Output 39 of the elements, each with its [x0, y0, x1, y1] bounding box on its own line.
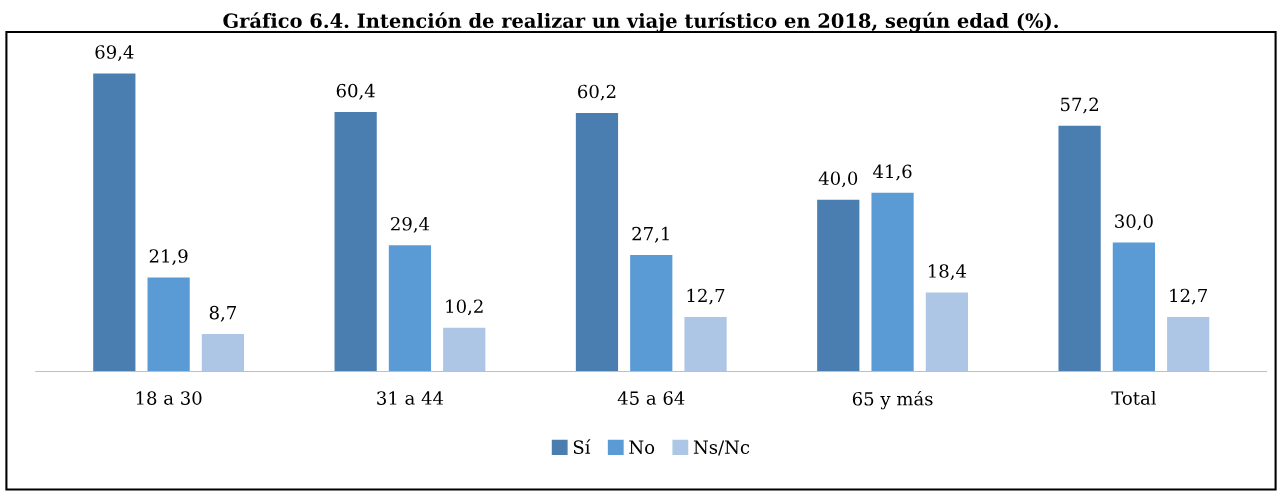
bar [925, 292, 968, 372]
data-label: 69,4 [95, 45, 134, 62]
x-tick-label: 31 a 44 [377, 391, 444, 405]
data-label: 57,2 [1061, 97, 1098, 114]
bar [630, 255, 673, 372]
data-label: 12,7 [687, 288, 725, 305]
x-tick-label: 18 a 30 [136, 391, 202, 405]
bar [1167, 316, 1210, 372]
data-label: 21,9 [149, 249, 188, 265]
bar [1058, 125, 1101, 372]
legend-label: No [629, 440, 655, 454]
data-label: 12,7 [1170, 288, 1207, 305]
bar [871, 192, 914, 372]
data-label: 18,4 [928, 264, 967, 281]
data-label: 60,4 [336, 83, 375, 100]
data-label: 10,2 [446, 299, 483, 316]
chart-title: Gráfico 6.4. Intención de realizar un viaje turístico en 2018, según edad (%). [223, 12, 1058, 33]
bar [93, 73, 136, 372]
x-tick-label: Total [1111, 390, 1157, 405]
bar [147, 277, 190, 372]
bar [201, 334, 245, 372]
bar [817, 199, 860, 372]
bar [575, 112, 619, 372]
x-tick-label: 65 y más [852, 390, 933, 410]
bar [443, 327, 486, 372]
bar [388, 245, 432, 372]
legend-label: Sí [573, 439, 591, 454]
data-label: 8,7 [209, 305, 236, 322]
legend-label: Ns/Nc [693, 440, 750, 456]
bar [1112, 242, 1156, 372]
data-label: 41,6 [873, 164, 912, 181]
data-label: 27,1 [632, 226, 669, 243]
data-label: 60,2 [578, 84, 616, 101]
x-tick-label: 45 a 64 [617, 391, 685, 405]
data-label: 40,0 [818, 171, 858, 188]
bar [334, 112, 377, 372]
data-label: 29,4 [391, 216, 430, 233]
bar [684, 316, 727, 372]
data-label: 30,0 [1115, 214, 1153, 231]
